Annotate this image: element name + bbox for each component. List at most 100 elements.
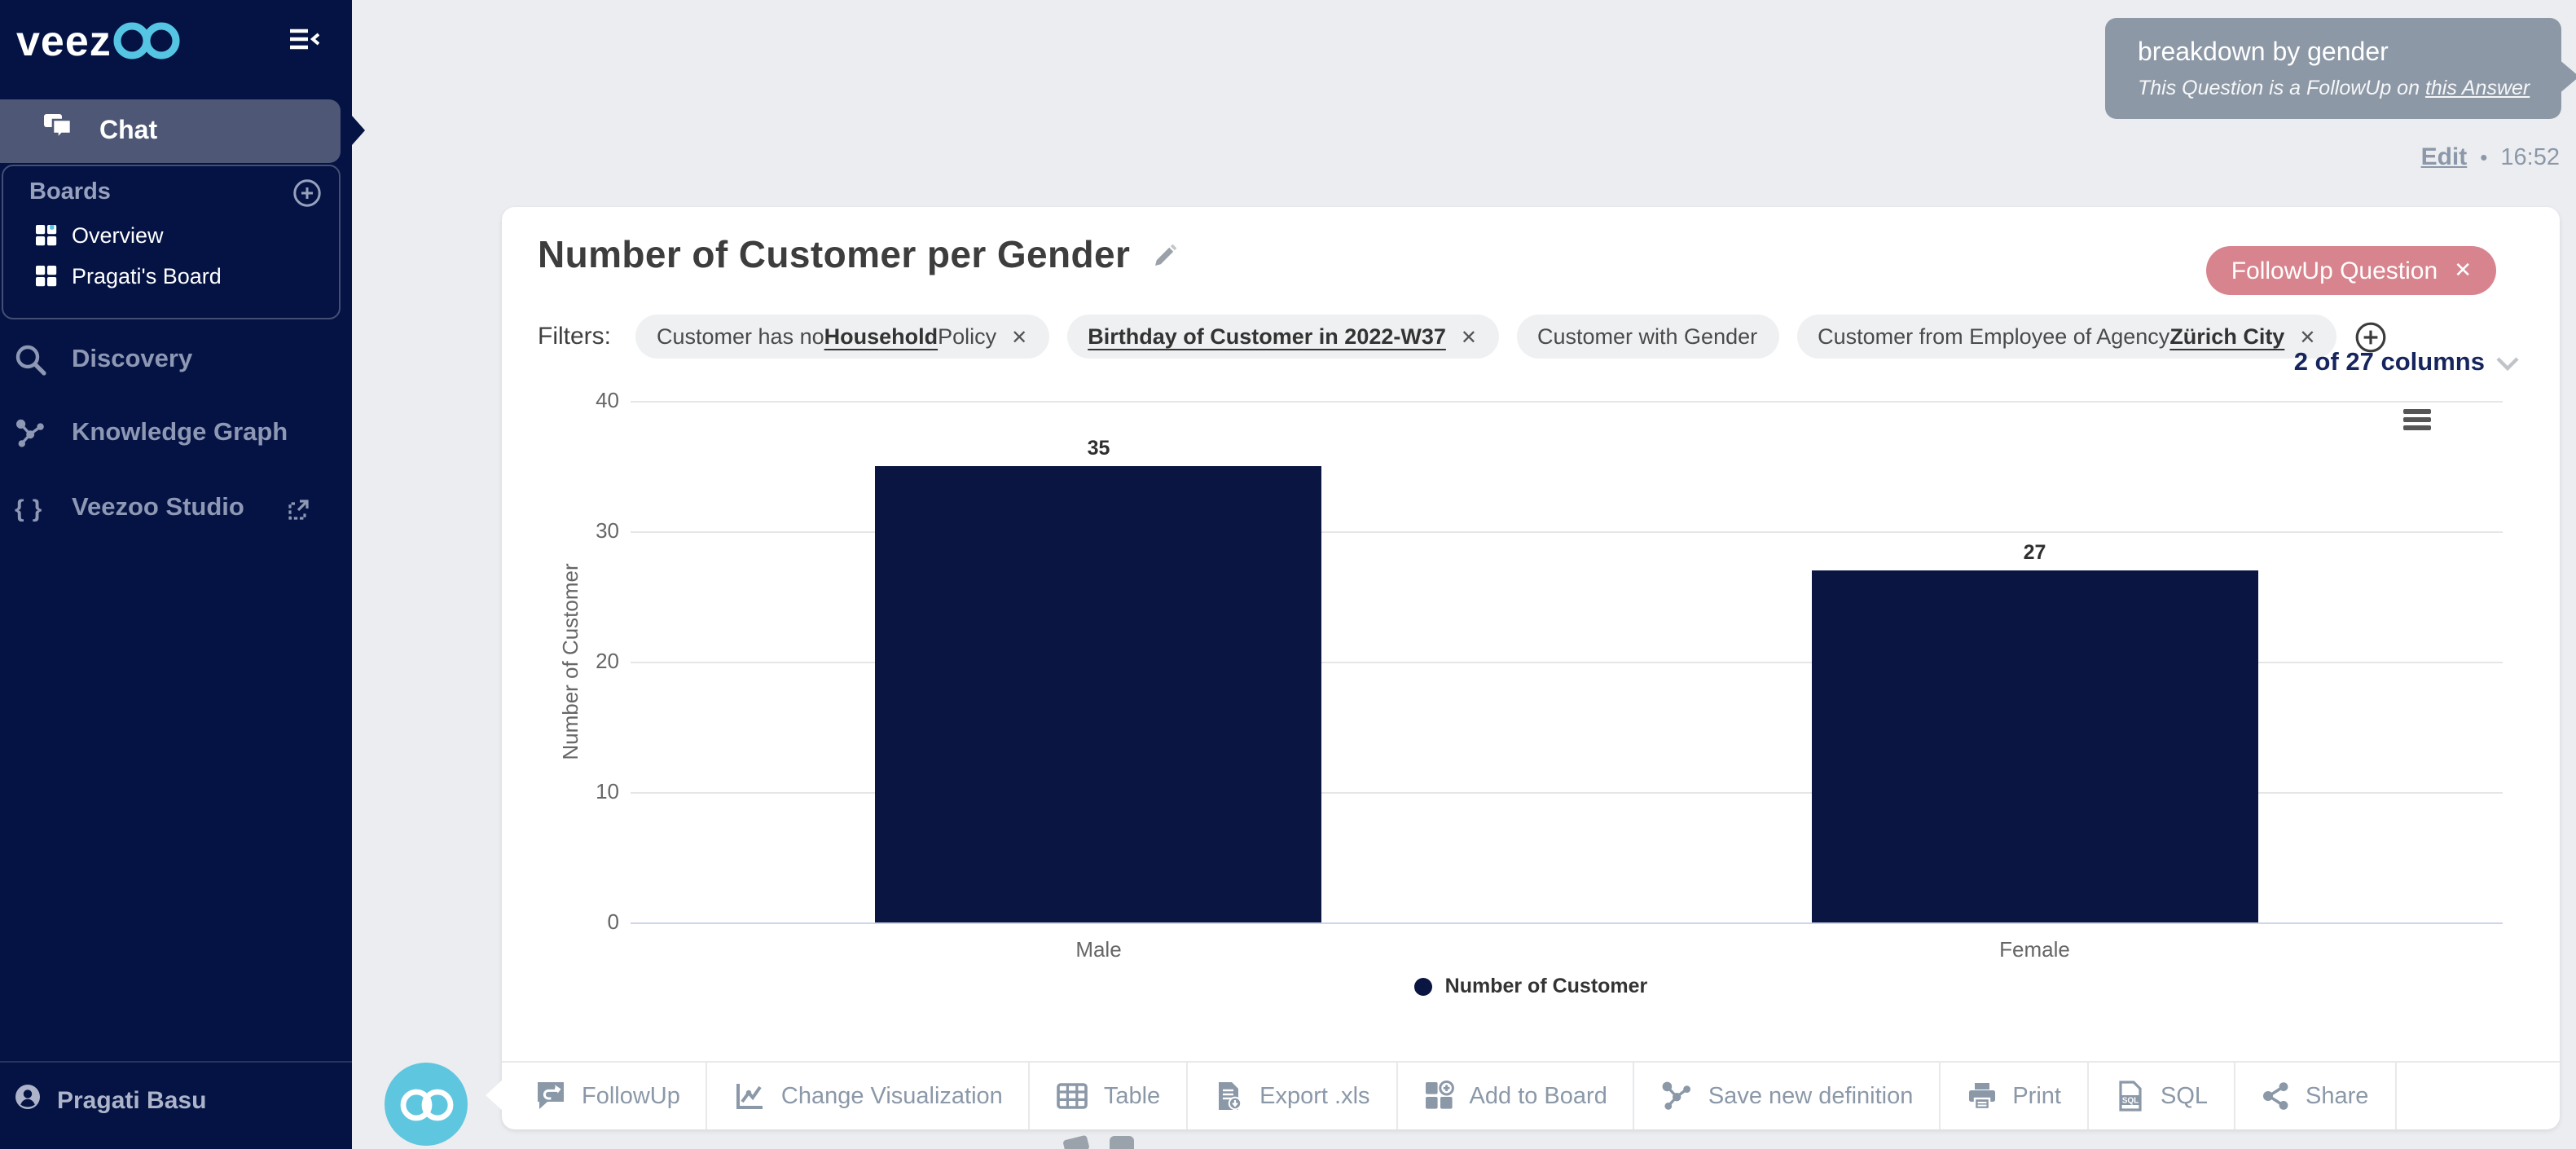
sidebar-item-discovery[interactable]: Discovery: [15, 344, 192, 376]
external-link-icon[interactable]: [287, 499, 310, 530]
bubble-tail: [2558, 59, 2576, 95]
bar-value-label: 35: [1087, 437, 1110, 460]
followup-button-label: FollowUp: [582, 1083, 680, 1109]
chevron-down-icon: [2496, 356, 2519, 371]
svg-text:SQL: SQL: [2122, 1096, 2139, 1105]
sidebar-item-pragatis-board-label: Pragati's Board: [72, 264, 222, 288]
veezoo-oo-icon: [399, 1088, 453, 1120]
change-visualization-label: Change Visualization: [780, 1083, 1003, 1109]
followup-button[interactable]: FollowUp: [502, 1063, 708, 1129]
sql-button[interactable]: SQL SQL: [2089, 1063, 2236, 1129]
sidebar-item-pragatis-board[interactable]: Pragati's Board: [36, 264, 222, 288]
y-axis-title: Number of Customer: [558, 563, 582, 760]
filter-remove-icon[interactable]: ✕: [1011, 325, 1028, 348]
edit-title-icon[interactable]: [1151, 240, 1179, 276]
export-xls-label: Export .xls: [1259, 1083, 1370, 1109]
filter-pill-agency-zurich[interactable]: Customer from Employee of Agency Zürich …: [1796, 315, 2337, 359]
add-to-board-button[interactable]: Add to Board: [1398, 1063, 1635, 1129]
sidebar-collapse-icon[interactable]: [290, 28, 320, 59]
bar-female[interactable]: [1811, 570, 2258, 922]
followup-badge-label: FollowUp Question: [2231, 257, 2438, 284]
answer-toolbar: FollowUp Change Visualization Ta: [502, 1061, 2560, 1129]
columns-selector[interactable]: 2 of 27 columns: [2294, 349, 2519, 378]
sidebar-item-knowledge-graph[interactable]: Knowledge Graph: [15, 417, 288, 450]
sidebar-item-chat[interactable]: Chat: [0, 99, 341, 163]
veezoo-logo-text: veez: [16, 15, 112, 64]
filter-remove-icon[interactable]: ✕: [2299, 325, 2316, 348]
answer-card: Number of Customer per Gender FollowUp Q…: [502, 207, 2560, 1129]
save-definition-icon: [1663, 1081, 1691, 1110]
chat-bubbles-icon: [44, 114, 73, 148]
sidebar-item-overview[interactable]: Overview: [36, 223, 164, 248]
user-name: Pragati Basu: [57, 1086, 207, 1114]
table-button-label: Table: [1103, 1083, 1161, 1109]
filter-remove-icon[interactable]: ✕: [1460, 325, 1477, 348]
change-visualization-icon: [736, 1084, 763, 1109]
veezoo-logo[interactable]: veez: [16, 18, 187, 62]
print-button[interactable]: Print: [1941, 1063, 2089, 1129]
sidebar-item-veezoo-studio-label: Veezoo Studio: [72, 494, 244, 522]
y-axis-tick: 30: [596, 518, 619, 543]
y-axis-tick: 40: [596, 388, 619, 412]
answer-card-tail: [486, 1079, 503, 1112]
filter-pill-customer-with-gender[interactable]: Customer with Gender ✕: [1516, 315, 1779, 359]
filters-label: Filters:: [538, 323, 611, 350]
user-question-bubble: breakdown by gender This Question is a F…: [2105, 18, 2561, 119]
export-xls-button[interactable]: Export .xls: [1188, 1063, 1398, 1129]
search-icon: [15, 344, 51, 376]
followup-note: This Question is a FollowUp on this Answ…: [2138, 76, 2530, 99]
meta-separator: •: [2480, 145, 2488, 169]
add-to-board-label: Add to Board: [1469, 1083, 1607, 1109]
boards-header: Boards: [29, 179, 111, 205]
this-answer-link[interactable]: this Answer: [2424, 76, 2530, 99]
code-braces-icon: { }: [15, 495, 44, 522]
sidebar-item-chat-label: Chat: [99, 117, 158, 144]
table-icon: [1057, 1083, 1088, 1109]
add-board-icon[interactable]: [293, 179, 321, 215]
bar-male[interactable]: [875, 466, 1322, 922]
followup-icon: [538, 1082, 564, 1109]
sidebar-item-overview-label: Overview: [72, 223, 164, 248]
answer-title: Number of Customer per Gender: [538, 233, 1131, 275]
veezoo-logo-oo-icon: [114, 22, 181, 59]
add-to-board-icon: [1425, 1081, 1454, 1109]
y-axis-tick: 0: [607, 909, 619, 934]
share-button[interactable]: Share: [2235, 1063, 2397, 1129]
chart-context-menu-icon[interactable]: [2403, 409, 2431, 429]
sidebar-item-veezoo-studio[interactable]: { } Veezoo Studio: [15, 494, 244, 523]
message-meta-row: Edit • 16:52: [2105, 143, 2560, 171]
save-new-definition-button[interactable]: Save new definition: [1635, 1063, 1941, 1129]
print-button-label: Print: [2012, 1083, 2061, 1109]
followup-question-badge[interactable]: FollowUp Question ✕: [2206, 246, 2496, 295]
chart-legend[interactable]: Number of Customer: [502, 975, 2560, 997]
user-menu[interactable]: Pragati Basu: [15, 1084, 206, 1116]
change-visualization-button[interactable]: Change Visualization: [708, 1063, 1031, 1129]
knowledge-graph-icon: [15, 417, 51, 450]
partial-next-row-icon: [1062, 1134, 1090, 1149]
edit-question-link[interactable]: Edit: [2420, 143, 2468, 171]
sql-icon: SQL: [2119, 1081, 2142, 1112]
message-timestamp: 16:52: [2500, 144, 2560, 170]
bar-value-label: 27: [2023, 541, 2046, 564]
legend-label: Number of Customer: [1444, 975, 1648, 997]
y-axis-tick: 10: [596, 779, 619, 803]
share-icon: [2263, 1082, 2288, 1110]
sql-button-label: SQL: [2161, 1083, 2209, 1109]
followup-badge-close-icon[interactable]: ✕: [2454, 258, 2472, 282]
legend-marker-icon: [1413, 977, 1432, 995]
question-text: breakdown by gender: [2138, 38, 2389, 66]
sidebar-item-discovery-label: Discovery: [72, 346, 193, 373]
sidebar-item-knowledge-graph-label: Knowledge Graph: [72, 419, 288, 447]
add-filter-icon[interactable]: [2354, 320, 2387, 353]
board-grid-icon: [36, 266, 57, 287]
filter-pill-birthday-week[interactable]: Birthday of Customer in 2022-W37 ✕: [1066, 315, 1498, 359]
columns-summary: 2 of 27 columns: [2293, 349, 2485, 376]
board-grid-icon: [36, 225, 57, 246]
chat-selected-notch: [352, 116, 365, 145]
veezoo-bot-avatar: [385, 1063, 468, 1146]
table-button[interactable]: Table: [1031, 1063, 1189, 1129]
boards-panel: Boards Overview: [2, 165, 341, 319]
filter-pill-household-policy[interactable]: Customer has no Household Policy ✕: [635, 315, 1049, 359]
user-avatar-icon: [15, 1084, 41, 1116]
